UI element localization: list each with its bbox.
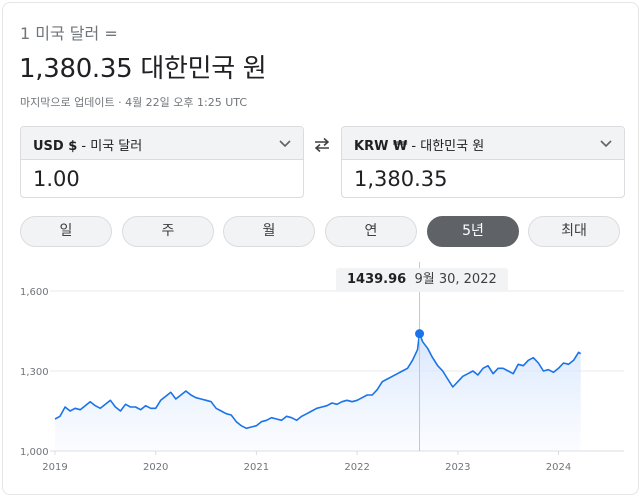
range-tab-month[interactable]: 월 xyxy=(223,216,315,247)
x-axis-ticks: 2019 2020 2021 2022 2023 2024 xyxy=(42,450,624,473)
range-tab-5-years[interactable]: 5년 xyxy=(427,216,519,247)
range-tab-max[interactable]: 최대 xyxy=(528,216,620,247)
y-tick-label: 1,300 xyxy=(20,367,49,378)
x-tick-label: 2020 xyxy=(143,462,168,473)
exchange-rate-chart[interactable]: 1,600 1,300 1,000 2019 2020 2021 2022 2023 2024 xyxy=(0,262,643,499)
conversion-subtitle: 1 미국 달러 = xyxy=(20,24,118,43)
from-currency-box: USD $ - 미국 달러 xyxy=(20,126,304,198)
y-tick-label: 1,000 xyxy=(20,447,49,458)
tooltip-date: 9월 30, 2022 xyxy=(414,272,497,287)
chevron-down-icon xyxy=(600,140,612,148)
rate-series-line xyxy=(54,332,582,430)
swap-arrows-icon[interactable] xyxy=(313,136,331,154)
chart-tooltip: 1439.96 9월 30, 2022 xyxy=(336,268,508,292)
to-currency-select[interactable]: KRW ₩ - 대한민국 원 xyxy=(342,127,624,160)
range-tab-day[interactable]: 일 xyxy=(20,216,112,247)
from-currency-select[interactable]: USD $ - 미국 달러 xyxy=(21,127,303,160)
to-currency-code: KRW ₩ xyxy=(354,139,408,154)
x-tick-label: 2022 xyxy=(344,462,369,473)
range-tab-week[interactable]: 주 xyxy=(122,216,214,247)
rate-area-fill xyxy=(55,333,581,451)
chevron-down-icon xyxy=(279,140,291,148)
from-amount-input[interactable] xyxy=(33,167,283,191)
from-currency-label: USD $ - 미국 달러 xyxy=(33,135,142,154)
conversion-result-headline: 1,380.35 대한민국 원 xyxy=(19,54,267,84)
range-tab-year[interactable]: 연 xyxy=(325,216,417,247)
x-tick-label: 2019 xyxy=(42,462,67,473)
x-tick-label: 2023 xyxy=(445,462,470,473)
last-updated-text: 마지막으로 업데이트 · 4월 22일 오후 1:25 UTC xyxy=(20,96,248,109)
tooltip-value: 1439.96 xyxy=(347,272,407,287)
y-axis-ticks: 1,600 1,300 1,000 xyxy=(20,287,49,458)
from-currency-name: - 미국 달러 xyxy=(77,139,143,154)
y-tick-label: 1,600 xyxy=(20,287,49,298)
from-currency-code: USD $ xyxy=(33,139,78,154)
x-tick-label: 2024 xyxy=(546,462,571,473)
to-currency-label: KRW ₩ - 대한민국 원 xyxy=(354,135,484,154)
x-tick-label: 2021 xyxy=(244,462,269,473)
to-amount-input[interactable] xyxy=(354,167,604,191)
to-currency-box: KRW ₩ - 대한민국 원 xyxy=(341,126,625,198)
hover-point xyxy=(415,329,425,339)
to-currency-name: - 대한민국 원 xyxy=(407,139,485,154)
